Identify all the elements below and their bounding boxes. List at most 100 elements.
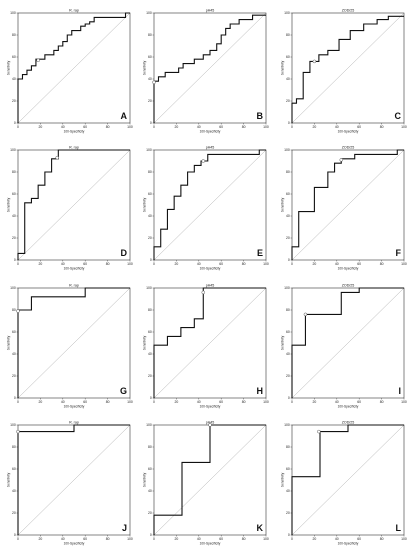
x-tick-label: 40 [335, 262, 339, 266]
x-tick-label: 20 [175, 125, 179, 129]
y-tick-label: 20 [148, 99, 152, 103]
x-tick-label: 40 [197, 537, 201, 541]
y-tick-label: 60 [286, 55, 290, 59]
x-tick-label: 100 [401, 125, 407, 129]
panel-title: ZOD/25 [342, 284, 355, 288]
x-tick-label: 60 [83, 125, 87, 129]
y-tick-label: 80 [148, 445, 152, 449]
roc-panel-i: ZOD/25 0 20 40 60 80 100 0 20 40 60 80 100 100-Specif… [281, 284, 407, 409]
y-tick-label: 0 [288, 396, 290, 400]
x-tick-label: 0 [17, 125, 19, 129]
x-tick-label: 40 [197, 262, 201, 266]
panel-letter: K [257, 523, 264, 533]
panel-letter: B [257, 111, 264, 121]
x-tick-label: 80 [242, 125, 246, 129]
y-tick-label: 100 [146, 423, 152, 427]
x-tick-label: 40 [197, 125, 201, 129]
y-tick-label: 80 [12, 33, 16, 37]
roc-panel-b: pH45 0 20 40 60 80 100 0 20 40 60 80 100 100-Specific… [143, 9, 269, 134]
reference-diagonal [153, 287, 267, 399]
y-axis-label: Sensitivity [7, 60, 11, 75]
panel-title: ZOD/25 [342, 146, 355, 150]
x-tick-label: 100 [263, 125, 269, 129]
y-axis-label: Sensitivity [281, 472, 285, 487]
roc-curve [291, 15, 404, 123]
roc-curve [153, 149, 266, 260]
x-axis-label: 100-Specificity [64, 267, 85, 271]
y-tick-label: 20 [12, 99, 16, 103]
panel-letter: H [257, 386, 264, 396]
y-tick-label: 40 [148, 352, 152, 356]
criterion-point [55, 155, 59, 160]
x-axis-label: 100-Specificity [338, 130, 359, 134]
x-tick-label: 60 [219, 400, 223, 404]
panel-title: R. rap [69, 284, 79, 288]
y-tick-label: 0 [288, 258, 290, 262]
y-axis-label: Sensitivity [143, 60, 147, 75]
y-axis-label: Sensitivity [281, 197, 285, 212]
y-tick-label: 0 [14, 121, 16, 125]
x-tick-label: 20 [39, 400, 43, 404]
reference-diagonal [17, 12, 131, 124]
x-tick-label: 60 [219, 125, 223, 129]
y-tick-label: 80 [286, 33, 290, 37]
x-axis-label: 100-Specificity [200, 542, 221, 546]
criterion-point [201, 159, 206, 163]
x-tick-label: 80 [242, 262, 246, 266]
x-tick-label: 0 [291, 400, 293, 404]
x-tick-label: 40 [197, 400, 201, 404]
y-axis-label: Sensitivity [7, 335, 11, 350]
x-tick-label: 40 [61, 400, 65, 404]
y-tick-label: 60 [148, 330, 152, 334]
criterion-point [312, 59, 317, 64]
x-tick-label: 80 [106, 125, 110, 129]
y-tick-label: 40 [148, 77, 152, 81]
panel-title: R. rap [69, 9, 79, 13]
y-tick-label: 0 [14, 258, 16, 262]
x-axis-label: 100-Specificity [338, 405, 359, 409]
x-tick-label: 20 [313, 262, 317, 266]
roc-panel-h: pH45 0 20 40 60 80 100 0 20 40 60 80 100 100-Specific… [143, 284, 269, 409]
y-tick-label: 0 [150, 533, 152, 537]
reference-diagonal [291, 149, 405, 261]
y-tick-label: 100 [284, 11, 290, 15]
y-tick-label: 60 [286, 330, 290, 334]
y-tick-label: 100 [284, 423, 290, 427]
x-tick-label: 100 [127, 537, 133, 541]
y-tick-label: 100 [284, 286, 290, 290]
y-tick-label: 0 [14, 396, 16, 400]
x-tick-label: 80 [242, 400, 246, 404]
y-tick-label: 20 [12, 374, 16, 378]
y-tick-label: 100 [146, 11, 152, 15]
x-tick-label: 80 [380, 400, 384, 404]
panel-letter: I [398, 386, 401, 396]
y-axis-label: Sensitivity [143, 335, 147, 350]
y-tick-label: 100 [146, 148, 152, 152]
panel-title: pH45 [206, 284, 215, 288]
x-axis-label: 100-Specificity [200, 130, 221, 134]
y-tick-label: 0 [150, 396, 152, 400]
y-tick-label: 0 [288, 121, 290, 125]
x-tick-label: 40 [335, 400, 339, 404]
roc-curve [17, 424, 130, 535]
y-tick-label: 60 [12, 467, 16, 471]
x-axis-label: 100-Specificity [338, 267, 359, 271]
y-axis-label: Sensitivity [281, 60, 285, 75]
criterion-point [303, 312, 308, 317]
x-tick-label: 20 [313, 125, 317, 129]
roc-panel-e: pH45 0 20 40 60 80 100 0 20 40 60 80 100 100-Specific… [143, 146, 269, 271]
y-tick-label: 80 [148, 308, 152, 312]
x-tick-label: 100 [127, 262, 133, 266]
criterion-point [152, 80, 156, 85]
panel-title: pH45 [206, 421, 215, 425]
x-tick-label: 40 [61, 125, 65, 129]
y-tick-label: 0 [150, 121, 152, 125]
y-tick-label: 60 [148, 192, 152, 196]
y-tick-label: 40 [286, 77, 290, 81]
y-tick-label: 100 [146, 286, 152, 290]
panel-title: pH45 [206, 146, 215, 150]
x-tick-label: 80 [380, 125, 384, 129]
x-tick-label: 80 [242, 537, 246, 541]
x-tick-label: 100 [127, 125, 133, 129]
